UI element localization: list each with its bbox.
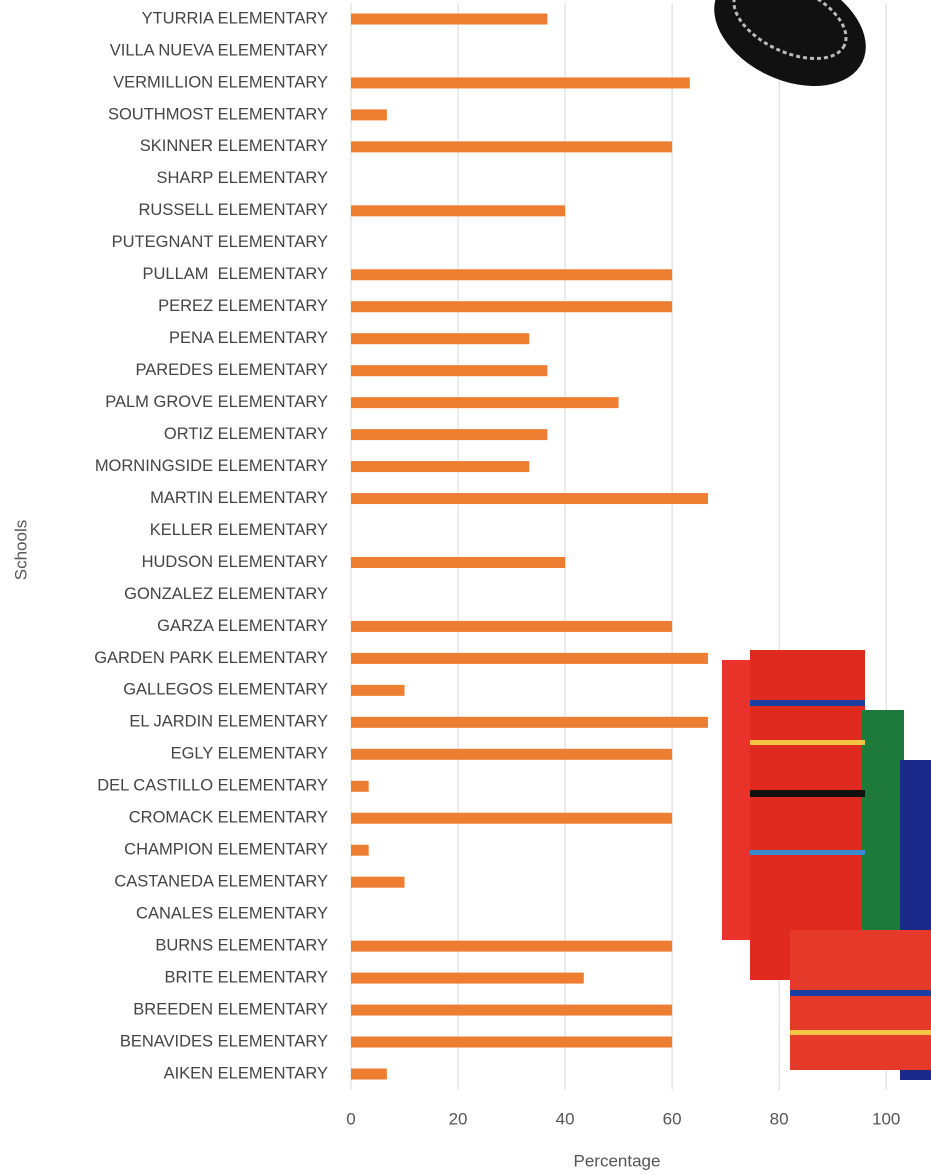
y-tick-label: MORNINGSIDE ELEMENTARY: [95, 457, 328, 475]
y-tick-label: SOUTHMOST ELEMENTARY: [108, 105, 328, 123]
bar: [351, 940, 673, 952]
bar: [351, 333, 530, 345]
y-tick-label: MARTIN ELEMENTARY: [150, 489, 328, 507]
y-tick-label: BRITE ELEMENTARY: [164, 968, 328, 986]
bar: [351, 876, 405, 888]
bar: [351, 620, 673, 632]
bar: [351, 1036, 673, 1048]
bar: [351, 365, 548, 377]
bar: [351, 652, 708, 664]
y-tick-label: GALLEGOS ELEMENTARY: [123, 681, 328, 699]
y-tick-label: CROMACK ELEMENTARY: [129, 809, 328, 827]
y-tick-label: DEL CASTILLO ELEMENTARY: [97, 777, 328, 795]
bar: [351, 205, 566, 217]
bar: [351, 269, 673, 281]
x-axis-title: Percentage: [574, 1151, 661, 1170]
sombrero: [714, 0, 866, 87]
y-axis-title: Schools: [11, 520, 30, 580]
bar: [351, 556, 566, 568]
y-tick-label: GARDEN PARK ELEMENTARY: [94, 649, 328, 667]
y-tick-label: BENAVIDES ELEMENTARY: [120, 1032, 328, 1050]
x-tick-label: 0: [346, 1109, 355, 1128]
bar: [351, 301, 673, 313]
serape: [722, 650, 931, 1080]
bar: [351, 397, 619, 409]
y-tick-label: KELLER ELEMENTARY: [150, 521, 328, 539]
y-tick-label: PEREZ ELEMENTARY: [158, 297, 328, 315]
bar: [351, 109, 387, 121]
x-tick-label: 20: [449, 1109, 468, 1128]
bar: [351, 1004, 673, 1016]
x-tick-label: 60: [663, 1109, 682, 1128]
bar: [351, 684, 405, 696]
y-tick-label: PENA ELEMENTARY: [169, 329, 328, 347]
bar: [351, 716, 708, 728]
bar: [351, 780, 369, 792]
y-tick-label: CASTANEDA ELEMENTARY: [114, 873, 328, 891]
bar: [351, 812, 673, 824]
y-tick-label: RUSSELL ELEMENTARY: [138, 201, 328, 219]
bar: [351, 141, 673, 153]
y-tick-label: AIKEN ELEMENTARY: [164, 1064, 328, 1082]
y-tick-label: BURNS ELEMENTARY: [155, 936, 328, 954]
y-tick-label: CANALES ELEMENTARY: [136, 905, 328, 923]
y-tick-label: PUTEGNANT ELEMENTARY: [112, 233, 328, 251]
bar: [351, 972, 584, 984]
bar: [351, 493, 708, 505]
x-tick-label: 80: [770, 1109, 789, 1128]
y-tick-label: EGLY ELEMENTARY: [171, 745, 328, 763]
y-tick-label: PALM GROVE ELEMENTARY: [105, 393, 328, 411]
y-tick-label: CHAMPION ELEMENTARY: [124, 841, 328, 859]
y-tick-label: SKINNER ELEMENTARY: [140, 137, 328, 155]
y-tick-label: VILLA NUEVA ELEMENTARY: [110, 41, 328, 59]
y-tick-label: PAREDES ELEMENTARY: [135, 361, 328, 379]
y-tick-label: PULLAM ELEMENTARY: [142, 265, 328, 283]
bar: [351, 429, 548, 441]
bar: [351, 77, 690, 89]
y-tick-label: EL JARDIN ELEMENTARY: [129, 713, 328, 731]
y-tick-label: ORTIZ ELEMENTARY: [164, 425, 328, 443]
y-tick-label: YTURRIA ELEMENTARY: [142, 9, 328, 27]
y-tick-label: SHARP ELEMENTARY: [157, 169, 328, 187]
bar: [351, 844, 369, 856]
bar: [351, 748, 673, 760]
x-tick-label: 40: [556, 1109, 575, 1128]
y-tick-label: VERMILLION ELEMENTARY: [113, 73, 328, 91]
y-tick-label: HUDSON ELEMENTARY: [142, 553, 328, 571]
x-tick-label: 100: [872, 1109, 900, 1128]
y-tick-label: BREEDEN ELEMENTARY: [133, 1000, 328, 1018]
bar: [351, 1068, 387, 1080]
y-tick-label: GONZALEZ ELEMENTARY: [124, 585, 328, 603]
bar: [351, 461, 530, 473]
y-tick-label: GARZA ELEMENTARY: [157, 617, 328, 635]
bar: [351, 13, 548, 25]
